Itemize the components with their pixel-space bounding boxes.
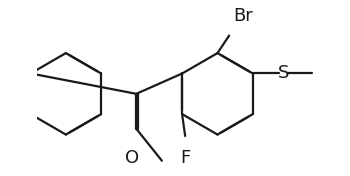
Text: Br: Br <box>233 7 253 25</box>
Text: O: O <box>125 149 139 167</box>
Text: S: S <box>278 64 289 82</box>
Text: F: F <box>180 149 190 167</box>
